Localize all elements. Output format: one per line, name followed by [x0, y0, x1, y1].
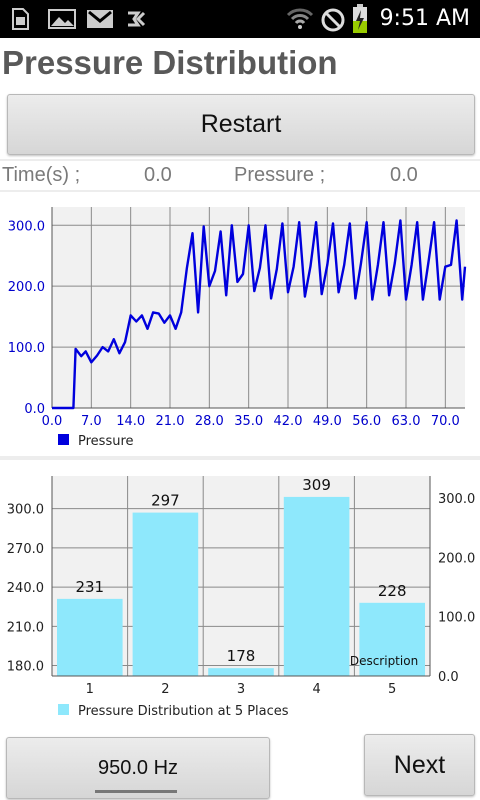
restart-button[interactable]: Restart — [7, 94, 475, 155]
x-tick-label: 49.0 — [313, 414, 342, 429]
data-label: 231 — [75, 578, 104, 596]
pressure-value: 0.0 — [390, 164, 418, 186]
sim-card-icon — [12, 8, 29, 30]
x-tick-label: 0.0 — [42, 414, 63, 429]
divider — [0, 159, 480, 161]
chart-annotation: Description — [350, 654, 418, 668]
frequency-underline — [95, 790, 177, 793]
next-button[interactable]: Next — [364, 734, 475, 796]
x-tick-label: 1 — [86, 682, 94, 697]
page-title: Pressure Distribution — [2, 44, 338, 81]
x-tick-label: 14.0 — [116, 414, 145, 429]
pressure-line-chart: 0.0 7.0 14.0 21.0 28.0 35.0 42.0 49.0 56.0 63.0 70… — [8, 207, 467, 449]
clock: 9:51 AM — [379, 6, 470, 31]
x-tick-label: 70.0 — [431, 414, 460, 429]
y-tick-label: 300.0 — [8, 219, 45, 234]
divider — [0, 456, 480, 460]
bar — [208, 668, 274, 676]
data-label: 309 — [302, 476, 331, 494]
x-tick-label: 35.0 — [234, 414, 263, 429]
gmail-icon — [87, 10, 113, 28]
data-label: 297 — [151, 492, 180, 510]
y-tick-label: 100.0 — [8, 341, 45, 356]
divider — [0, 190, 480, 192]
bar — [132, 512, 199, 676]
x-tick-label: 3 — [237, 682, 245, 697]
y2-tick-label: 300.0 — [438, 492, 475, 507]
y2-tick-label: 100.0 — [438, 611, 475, 626]
x-tick-label: 5 — [388, 682, 396, 697]
frequency-button[interactable]: 950.0 Hz — [6, 737, 270, 799]
usb-debug-icon — [128, 11, 146, 27]
x-tick-label: 42.0 — [274, 414, 303, 429]
image-icon — [48, 9, 76, 29]
bar — [359, 602, 425, 676]
y-tick-label: 240.0 — [7, 581, 44, 596]
pressure-bar-chart: 180.0 210.0 240.0 270.0 300.0 0.0 100.0 200.0 30… — [7, 476, 475, 719]
bar — [283, 496, 350, 676]
y-tick-label: 0.0 — [24, 402, 45, 417]
time-value: 0.0 — [144, 164, 172, 186]
y-tick-label: 200.0 — [8, 280, 45, 295]
y2-tick-label: 200.0 — [438, 551, 475, 566]
y-tick-label: 180.0 — [7, 660, 44, 675]
x-tick-label: 28.0 — [195, 414, 224, 429]
battery-charging-icon — [353, 4, 367, 33]
x-tick-label: 56.0 — [352, 414, 381, 429]
status-bar: 9:51 AM — [0, 0, 480, 38]
no-sim-icon — [321, 8, 345, 32]
bar — [57, 598, 123, 676]
legend-label: Pressure — [78, 434, 134, 449]
y-tick-label: 210.0 — [7, 620, 44, 635]
y-tick-label: 270.0 — [7, 542, 44, 557]
pressure-label: Pressure ; — [234, 164, 326, 186]
y-tick-label: 300.0 — [7, 503, 44, 518]
x-tick-label: 4 — [312, 682, 320, 697]
data-label: 228 — [378, 582, 407, 600]
series-line-pressure — [52, 219, 467, 410]
x-tick-label: 7.0 — [81, 414, 102, 429]
x-tick-label: 63.0 — [392, 414, 421, 429]
data-label: 178 — [227, 647, 256, 665]
time-label: Time(s) ; — [2, 164, 81, 186]
legend-label: Pressure Distribution at 5 Places — [78, 704, 289, 719]
y2-tick-label: 0.0 — [438, 670, 459, 685]
x-tick-label: 21.0 — [156, 414, 185, 429]
x-tick-label: 2 — [161, 682, 169, 697]
legend-swatch — [58, 434, 69, 445]
legend-swatch — [58, 704, 69, 715]
plot-area — [52, 207, 465, 408]
wifi-icon — [286, 8, 314, 29]
